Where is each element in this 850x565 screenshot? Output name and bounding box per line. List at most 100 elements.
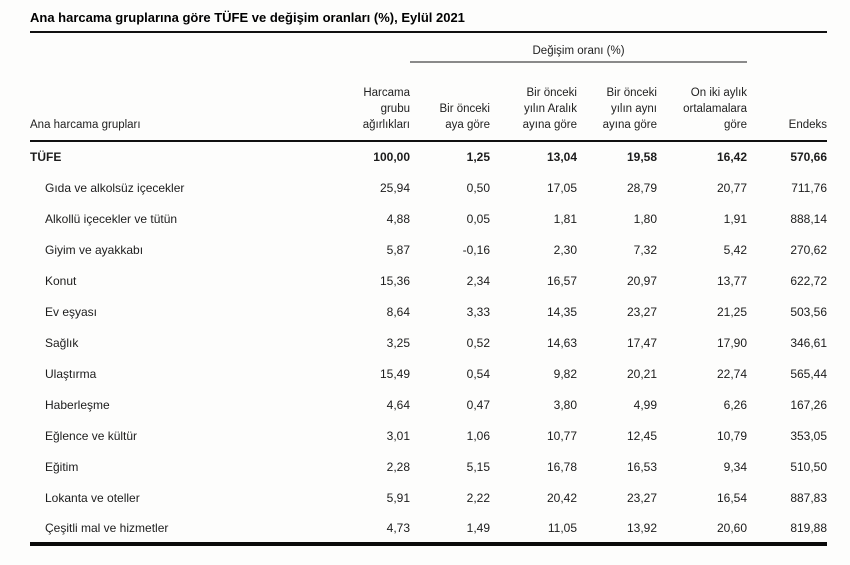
col-header-weights: Harcama grubu ağırlıkları xyxy=(330,62,410,142)
span-header-row: Değişim oranı (%) xyxy=(30,33,827,63)
table-row-tufe: TÜFE 100,00 1,25 13,04 19,58 16,42 570,6… xyxy=(30,141,827,172)
cell-prev-month: 1,06 xyxy=(466,428,490,443)
cell-twelve-month-avg: 22,74 xyxy=(717,366,748,381)
table-row: Lokanta ve oteller 5,91 2,22 20,42 23,27… xyxy=(30,482,827,513)
cell-weight: 4,64 xyxy=(386,397,410,412)
cell-weight: 3,01 xyxy=(386,428,410,443)
cell-weight: 15,49 xyxy=(379,366,410,381)
cell-prev-month: -0,16 xyxy=(462,242,490,257)
cell-twelve-month-avg: 5,42 xyxy=(723,242,748,257)
cell-prev-year-same-month: 19,58 xyxy=(626,150,657,164)
cell-prev-year-same-month: 28,79 xyxy=(626,180,657,195)
table-row: Çeşitli mal ve hizmetler 4,73 1,49 11,05… xyxy=(30,513,828,546)
cell-index: 888,14 xyxy=(790,211,828,226)
cell-twelve-month-avg: 20,60 xyxy=(657,513,748,546)
cell-twelve-month-avg: 6,26 xyxy=(723,397,748,412)
cell-weight: 25,94 xyxy=(379,180,410,195)
cell-prev-month: 0,05 xyxy=(466,211,490,226)
cell-twelve-month-avg: 1,91 xyxy=(723,211,748,226)
cell-prev-december: 10,77 xyxy=(546,428,577,443)
cell-twelve-month-avg: 16,54 xyxy=(717,490,748,505)
cell-prev-december: 20,42 xyxy=(546,490,577,505)
cell-prev-december: 14,63 xyxy=(546,335,577,350)
cell-index: 819,88 xyxy=(747,513,828,546)
cell-index: 510,50 xyxy=(790,459,828,474)
cell-prev-month: 0,52 xyxy=(466,335,490,350)
row-label: Konut xyxy=(45,273,77,288)
cell-weight: 4,88 xyxy=(386,211,410,226)
table-row: Haberleşme 4,64 0,47 3,80 4,99 6,26 167,… xyxy=(30,389,827,420)
row-label: Haberleşme xyxy=(45,397,110,412)
row-label: TÜFE xyxy=(30,150,62,164)
cell-weight: 4,73 xyxy=(330,513,410,546)
cell-prev-year-same-month: 13,92 xyxy=(577,513,657,546)
cell-prev-month: 5,15 xyxy=(466,459,490,474)
cell-prev-december: 9,82 xyxy=(553,366,577,381)
cell-index: 167,26 xyxy=(790,397,828,412)
cell-prev-december: 2,30 xyxy=(553,242,577,257)
row-label: Çeşitli mal ve hizmetler xyxy=(30,513,330,546)
table-row: Ulaştırma 15,49 0,54 9,82 20,21 22,74 56… xyxy=(30,358,827,389)
cell-prev-december: 13,04 xyxy=(546,150,577,164)
col-header-groups: Ana harcama grupları xyxy=(30,62,330,142)
cell-prev-month: 2,22 xyxy=(466,490,490,505)
cell-prev-month: 0,50 xyxy=(466,180,490,195)
table-row: Eğlence ve kültür 3,01 1,06 10,77 12,45 … xyxy=(30,420,827,451)
cell-twelve-month-avg: 17,90 xyxy=(717,335,748,350)
cell-prev-month: 1,25 xyxy=(466,150,490,164)
col-header-prev-december: Bir önceki yılın Aralık ayına göre xyxy=(490,62,577,142)
cell-prev-year-same-month: 17,47 xyxy=(626,335,657,350)
table-row: Sağlık 3,25 0,52 14,63 17,47 17,90 346,6… xyxy=(30,327,827,358)
row-label: Ev eşyası xyxy=(45,304,98,319)
cell-index: 565,44 xyxy=(790,366,828,381)
cell-prev-year-same-month: 1,80 xyxy=(633,211,657,226)
cell-prev-year-same-month: 7,32 xyxy=(633,242,657,257)
cell-weight: 100,00 xyxy=(373,150,410,164)
cell-prev-month: 1,49 xyxy=(410,513,490,546)
cell-weight: 5,87 xyxy=(386,242,410,257)
cell-weight: 8,64 xyxy=(386,304,410,319)
tufe-table: Değişim oranı (%) Ana harcama grupları H… xyxy=(30,33,828,546)
cell-weight: 3,25 xyxy=(386,335,410,350)
cell-prev-month: 3,33 xyxy=(466,304,490,319)
cell-index: 353,05 xyxy=(790,428,828,443)
cell-prev-december: 16,78 xyxy=(546,459,577,474)
col-header-index: Endeks xyxy=(747,62,828,142)
cell-weight: 5,91 xyxy=(386,490,410,505)
col-header-twelve-month-avg: On iki aylık ortalamalara göre xyxy=(657,62,748,142)
row-label: Alkollü içecekler ve tütün xyxy=(45,211,178,226)
cell-prev-december: 1,81 xyxy=(553,211,577,226)
cell-prev-year-same-month: 16,53 xyxy=(626,459,657,474)
cell-index: 570,66 xyxy=(790,150,828,164)
cell-prev-december: 16,57 xyxy=(546,273,577,288)
cell-twelve-month-avg: 16,42 xyxy=(717,150,748,164)
cell-prev-year-same-month: 4,99 xyxy=(633,397,657,412)
row-label: Eğlence ve kültür xyxy=(45,428,138,443)
table-row: Eğitim 2,28 5,15 16,78 16,53 9,34 510,50 xyxy=(30,451,827,482)
table-row: Giyim ve ayakkabı 5,87 -0,16 2,30 7,32 5… xyxy=(30,234,827,265)
cell-index: 622,72 xyxy=(790,273,828,288)
cell-prev-year-same-month: 23,27 xyxy=(626,304,657,319)
cell-twelve-month-avg: 20,77 xyxy=(717,180,748,195)
cell-twelve-month-avg: 9,34 xyxy=(723,459,748,474)
cell-prev-year-same-month: 20,21 xyxy=(626,366,657,381)
cell-index: 346,61 xyxy=(790,335,828,350)
table-row: Ev eşyası 8,64 3,33 14,35 23,27 21,25 50… xyxy=(30,296,827,327)
cell-weight: 15,36 xyxy=(379,273,410,288)
col-header-prev-year-same-month: Bir önceki yılın aynı ayına göre xyxy=(577,62,657,142)
table-row: Alkollü içecekler ve tütün 4,88 0,05 1,8… xyxy=(30,203,827,234)
span-header-spacer-left xyxy=(30,33,410,62)
change-rate-span-header: Değişim oranı (%) xyxy=(410,33,748,63)
page-title: Ana harcama gruplarına göre TÜFE ve deği… xyxy=(30,8,827,33)
cell-index: 270,62 xyxy=(790,242,828,257)
cell-twelve-month-avg: 13,77 xyxy=(717,273,748,288)
table-row: Gıda ve alkolsüz içecekler 25,94 0,50 17… xyxy=(30,172,827,203)
cell-prev-year-same-month: 12,45 xyxy=(626,428,657,443)
column-header-row: Ana harcama grupları Harcama grubu ağırl… xyxy=(30,62,828,142)
row-label: Eğitim xyxy=(45,459,79,474)
cell-prev-december: 14,35 xyxy=(546,304,577,319)
cell-index: 711,76 xyxy=(791,180,828,195)
row-label: Lokanta ve oteller xyxy=(45,490,140,505)
span-header-spacer-right xyxy=(747,33,827,62)
